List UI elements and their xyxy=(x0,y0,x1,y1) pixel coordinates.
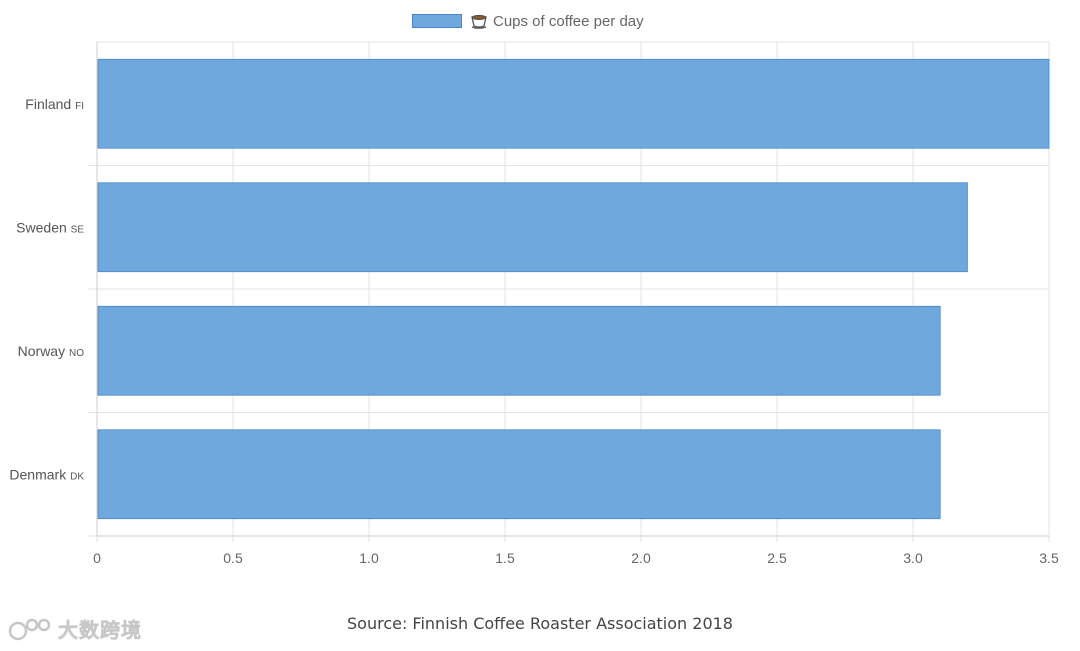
category-label: Sweden SE xyxy=(16,219,84,235)
category-label: Denmark DK xyxy=(9,466,84,482)
category-code: FI xyxy=(75,101,84,112)
legend[interactable]: Cups of coffee per day xyxy=(412,11,644,31)
bars xyxy=(97,58,1050,520)
legend-text: Cups of coffee per day xyxy=(493,12,644,30)
category-code: DK xyxy=(70,471,84,482)
category-code: NO xyxy=(69,348,84,359)
bar-dk[interactable] xyxy=(97,429,941,520)
x-tick-label: 2.5 xyxy=(767,550,787,566)
legend-swatch xyxy=(412,14,462,28)
x-tick-label: 3.5 xyxy=(1039,550,1059,566)
x-tick-label: 1.0 xyxy=(359,550,379,566)
bar-fi[interactable] xyxy=(97,58,1050,149)
watermark: 大数跨境 xyxy=(8,614,142,643)
x-tick-label: 0.5 xyxy=(223,550,243,566)
x-tick-label: 3.0 xyxy=(903,550,923,566)
bar-no[interactable] xyxy=(97,305,941,396)
x-tick-label: 2.0 xyxy=(631,550,651,566)
legend-label: Cups of coffee per day xyxy=(470,13,644,30)
x-tick-label: 1.5 xyxy=(495,550,515,566)
category-code: SE xyxy=(71,224,85,235)
axes: 0 0.5 1.0 1.5 2.0 2.5 3.0 3.5 Finland FI Sweden S… xyxy=(9,42,1059,566)
chart-source: Source: Finnish Coffee Roaster Associati… xyxy=(347,614,733,633)
bar-se[interactable] xyxy=(97,182,968,273)
x-tick-label: 0 xyxy=(93,550,101,566)
coffee-cup-icon xyxy=(471,14,487,29)
watermark-logo-icon xyxy=(8,618,51,640)
watermark-text: 大数跨境 xyxy=(58,618,142,643)
category-label: Norway NO xyxy=(18,343,85,359)
category-label: Finland FI xyxy=(25,96,84,112)
bar-chart: 0 0.5 1.0 1.5 2.0 2.5 3.0 3.5 Finland FI Sweden S… xyxy=(9,41,1059,566)
